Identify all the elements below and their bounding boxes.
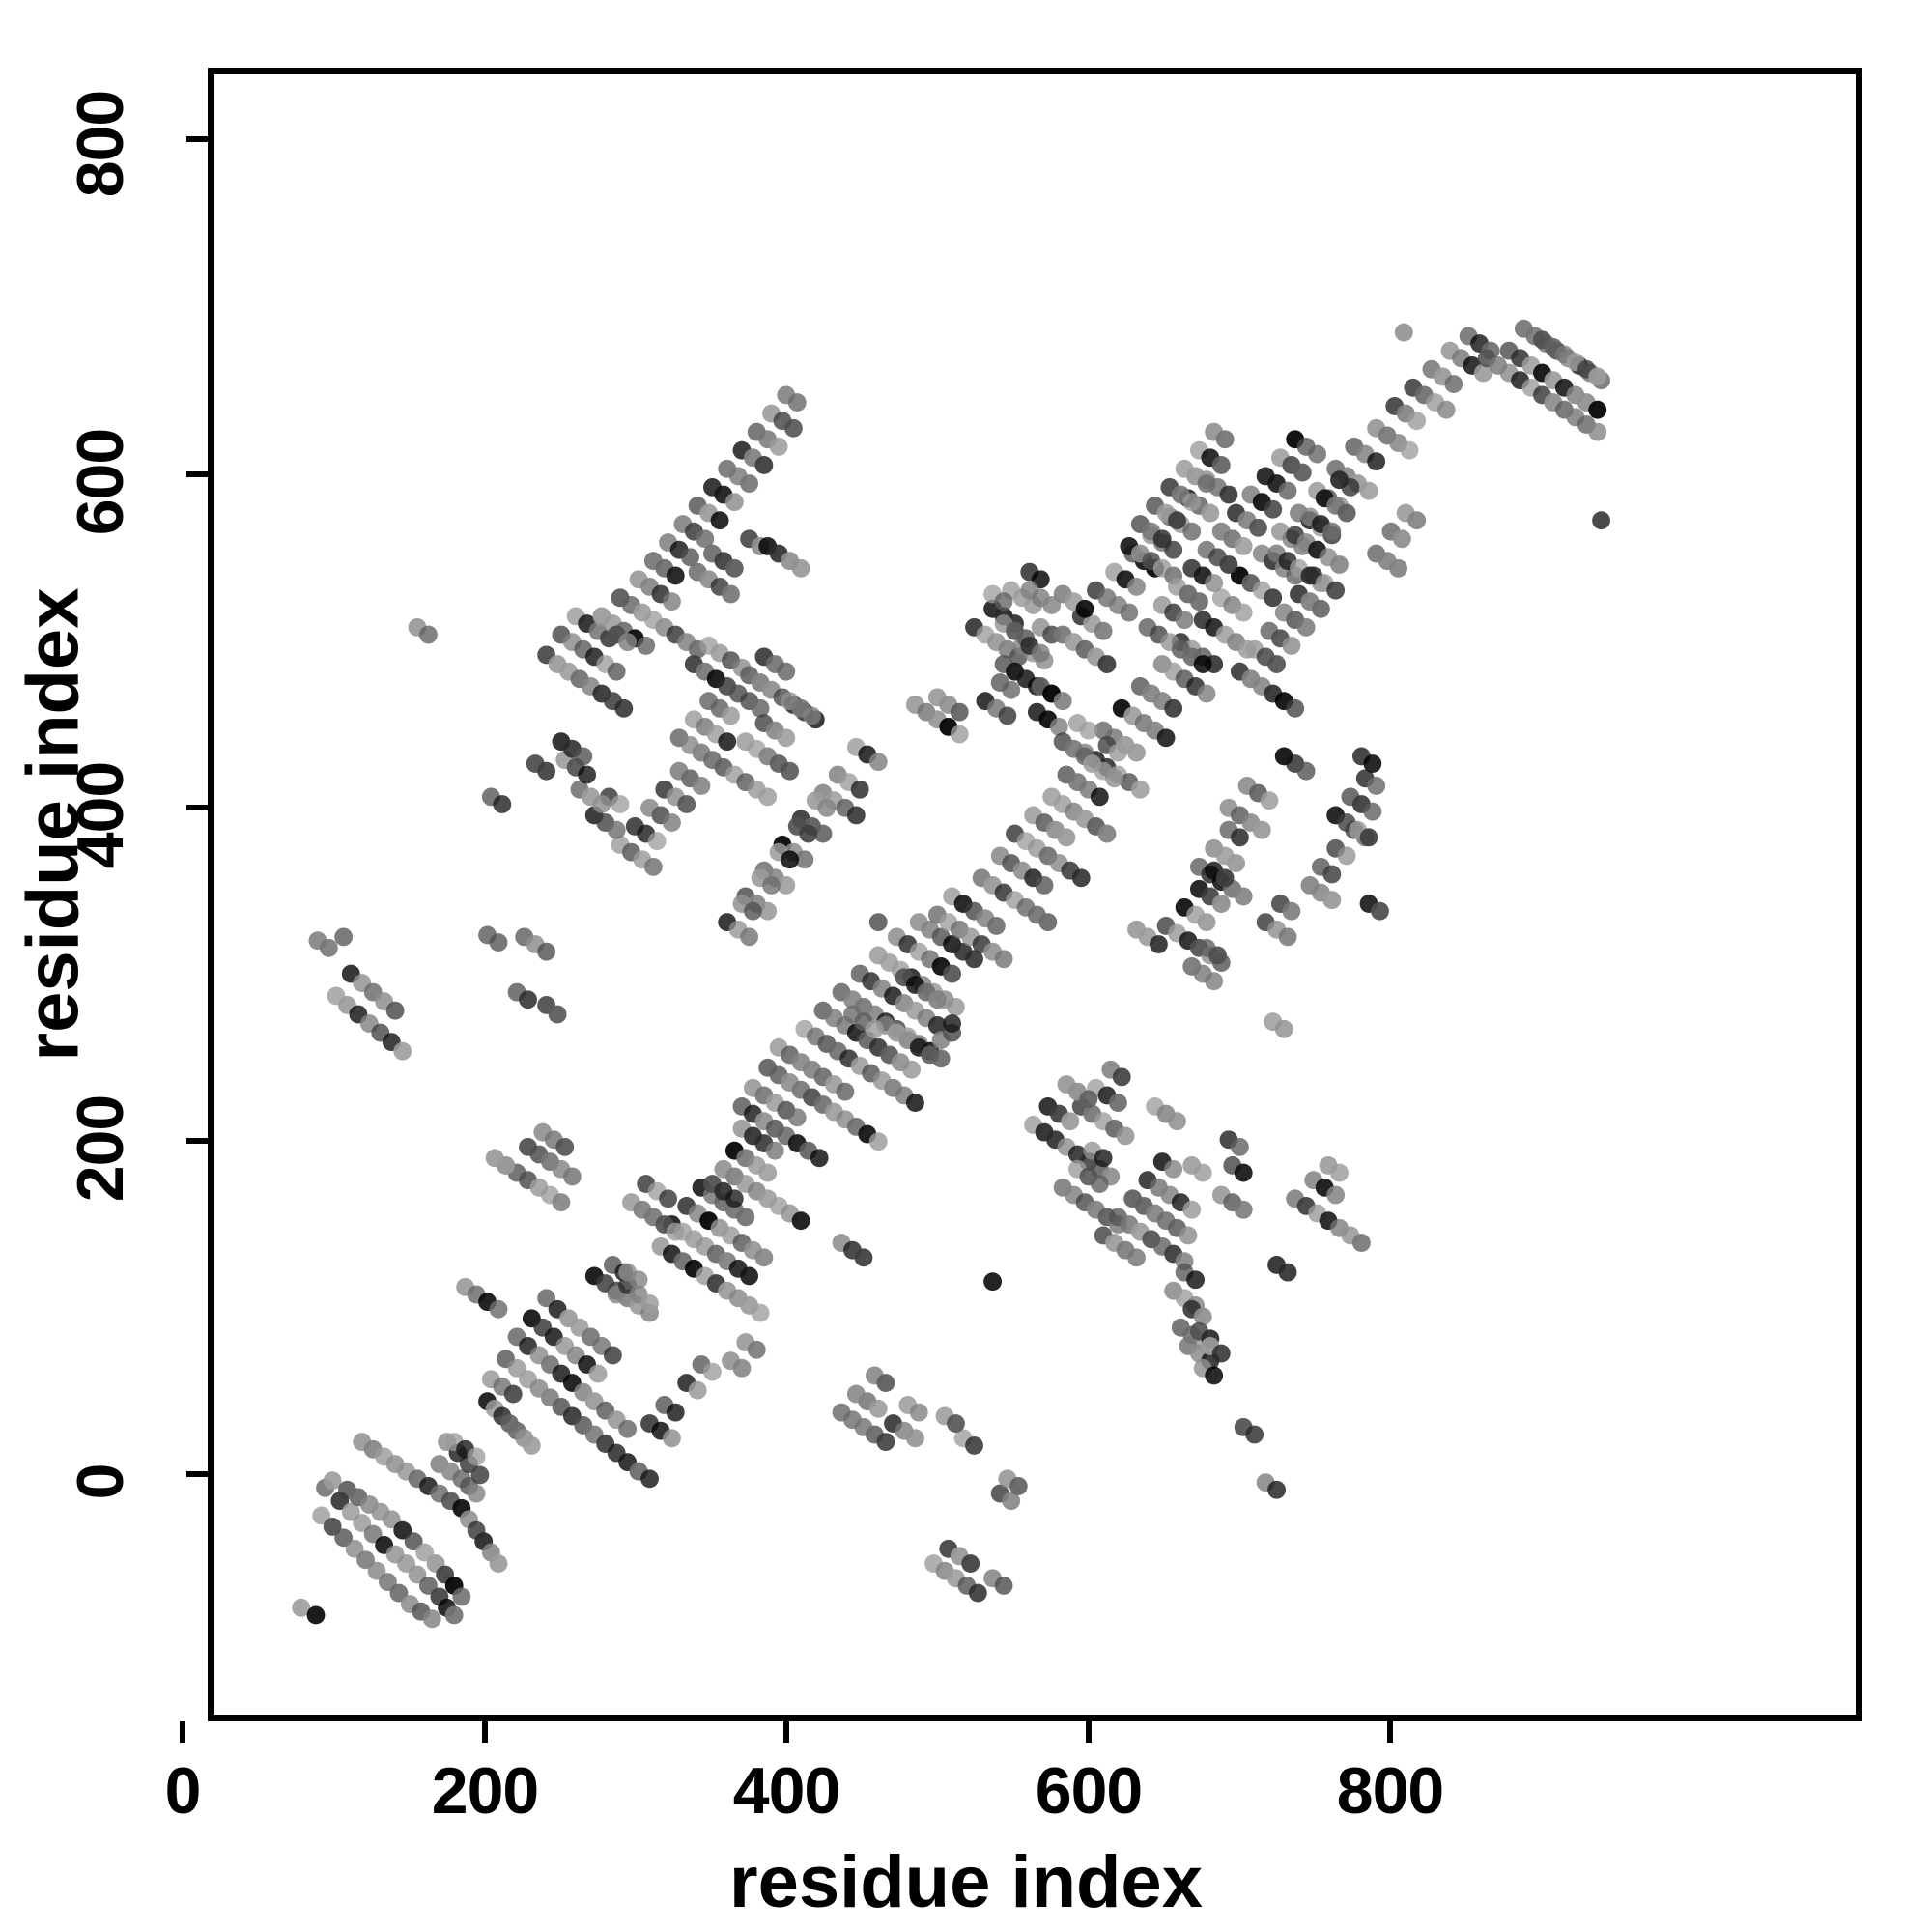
y-tick-label-0: 0 — [64, 1463, 137, 1500]
scatter-plot-canvas[interactable] — [214, 74, 1856, 1715]
x-tick-mark-800 — [1387, 1721, 1393, 1743]
y-tick-label-800: 800 — [64, 90, 137, 198]
x-tick-label-0: 0 — [164, 1754, 202, 1828]
x-tick-label-800: 800 — [1336, 1754, 1444, 1828]
y-tick-mark-800 — [186, 136, 208, 142]
x-tick-mark-0 — [180, 1721, 185, 1743]
x-tick-mark-200 — [482, 1721, 488, 1743]
y-tick-mark-200 — [186, 1138, 208, 1144]
x-axis-title: residue index — [729, 1841, 1203, 1923]
y-tick-mark-600 — [186, 471, 208, 477]
y-tick-mark-0 — [186, 1471, 208, 1477]
x-tick-label-400: 400 — [732, 1754, 840, 1828]
plot-frame — [208, 68, 1862, 1721]
y-tick-label-400: 400 — [64, 761, 137, 869]
x-tick-mark-400 — [783, 1721, 789, 1743]
x-tick-mark-600 — [1086, 1721, 1092, 1743]
x-tick-label-200: 200 — [431, 1754, 539, 1828]
y-tick-mark-400 — [186, 805, 208, 810]
x-tick-label-600: 600 — [1035, 1754, 1143, 1828]
y-tick-label-600: 600 — [64, 428, 137, 536]
y-tick-label-200: 200 — [64, 1094, 137, 1203]
